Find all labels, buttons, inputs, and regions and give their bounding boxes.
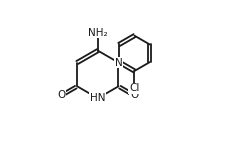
Text: HN: HN — [90, 93, 105, 103]
Text: N: N — [114, 58, 122, 68]
Text: O: O — [130, 90, 138, 100]
Text: Cl: Cl — [129, 84, 139, 93]
Text: NH₂: NH₂ — [88, 28, 107, 38]
Text: O: O — [57, 90, 66, 100]
